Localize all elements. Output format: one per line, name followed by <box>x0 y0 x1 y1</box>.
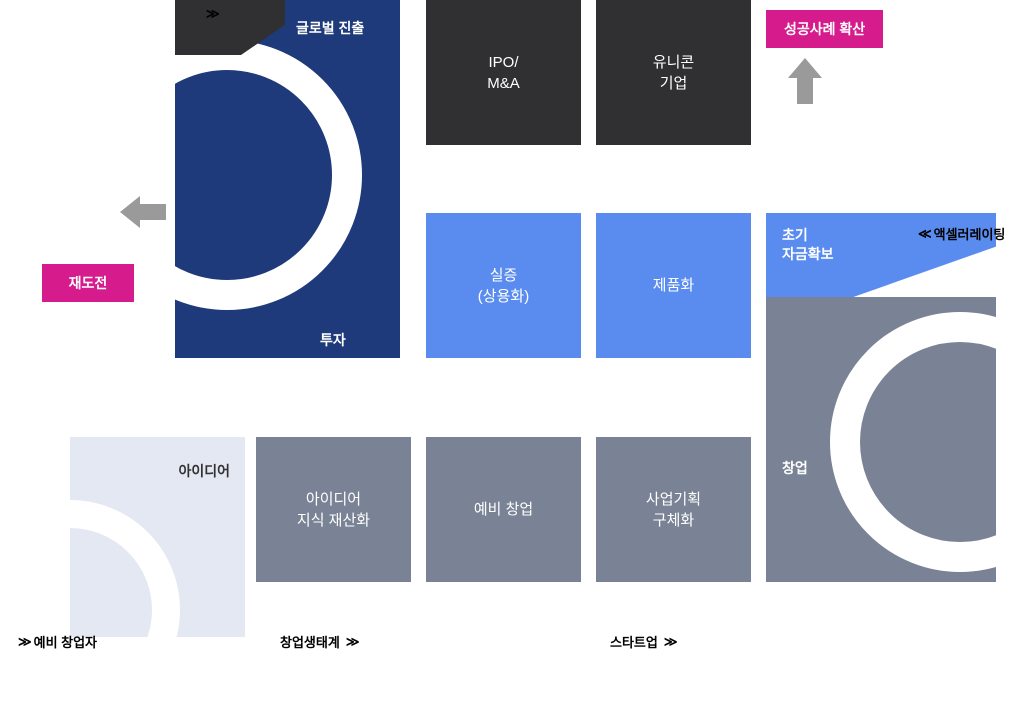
badge-success: 성공사례 확산 <box>766 10 883 48</box>
link-label-text: 예비 창업자 <box>34 632 97 651</box>
r3-node-ip: 아이디어 지식 재산화 <box>256 437 411 582</box>
r3-node-prestartup: 예비 창업 <box>426 437 581 582</box>
r3-label-startup: 창업 <box>782 458 808 478</box>
link-right: ≪ 액셀러레이팅 <box>918 224 1005 243</box>
r1-label-global: 글로벌 진출 <box>296 18 364 38</box>
chevron-top-icon: ≫ <box>206 6 216 22</box>
r3-ring-right-mask <box>996 297 1022 597</box>
r2-label-seed: 초기 자금확보 <box>782 226 834 264</box>
link-bottom-mid1: 창업생태계 ≫ <box>280 632 355 651</box>
link-bottom-left: ≫ 예비 창업자 <box>18 632 97 651</box>
r2-node-product: 제품화 <box>596 213 751 358</box>
r3-label-idea: 아이디어 <box>150 462 230 482</box>
r3-node-bizplan: 사업기획 구체화 <box>596 437 751 582</box>
arrow-left-icon <box>120 196 166 228</box>
link-bottom-mid2: 스타트업 ≫ <box>610 632 673 651</box>
r1-node-unicorn: 유니콘 기업 <box>596 0 751 145</box>
chevron-left-icon: ≪ <box>918 226 928 242</box>
link-label-text: 스타트업 <box>610 632 658 651</box>
chevron-icon: ≫ <box>664 634 674 650</box>
badge-retry: 재도전 <box>42 264 134 302</box>
chevron-icon: ≫ <box>18 634 28 650</box>
arrow-up-icon <box>788 58 822 104</box>
r1r2-ring-left-mask <box>60 0 175 370</box>
chevron-icon: ≫ <box>346 634 356 650</box>
chevron-icon: ≫ <box>206 6 216 22</box>
r2-node-poc: 실증 (상용화) <box>426 213 581 358</box>
link-label-text: 액셀러레이팅 <box>934 224 1006 243</box>
r2-label-invest: 투자 <box>320 330 346 350</box>
link-label-text: 창업생태계 <box>280 632 340 651</box>
r1-node-ipo: IPO/ M&A <box>426 0 581 145</box>
